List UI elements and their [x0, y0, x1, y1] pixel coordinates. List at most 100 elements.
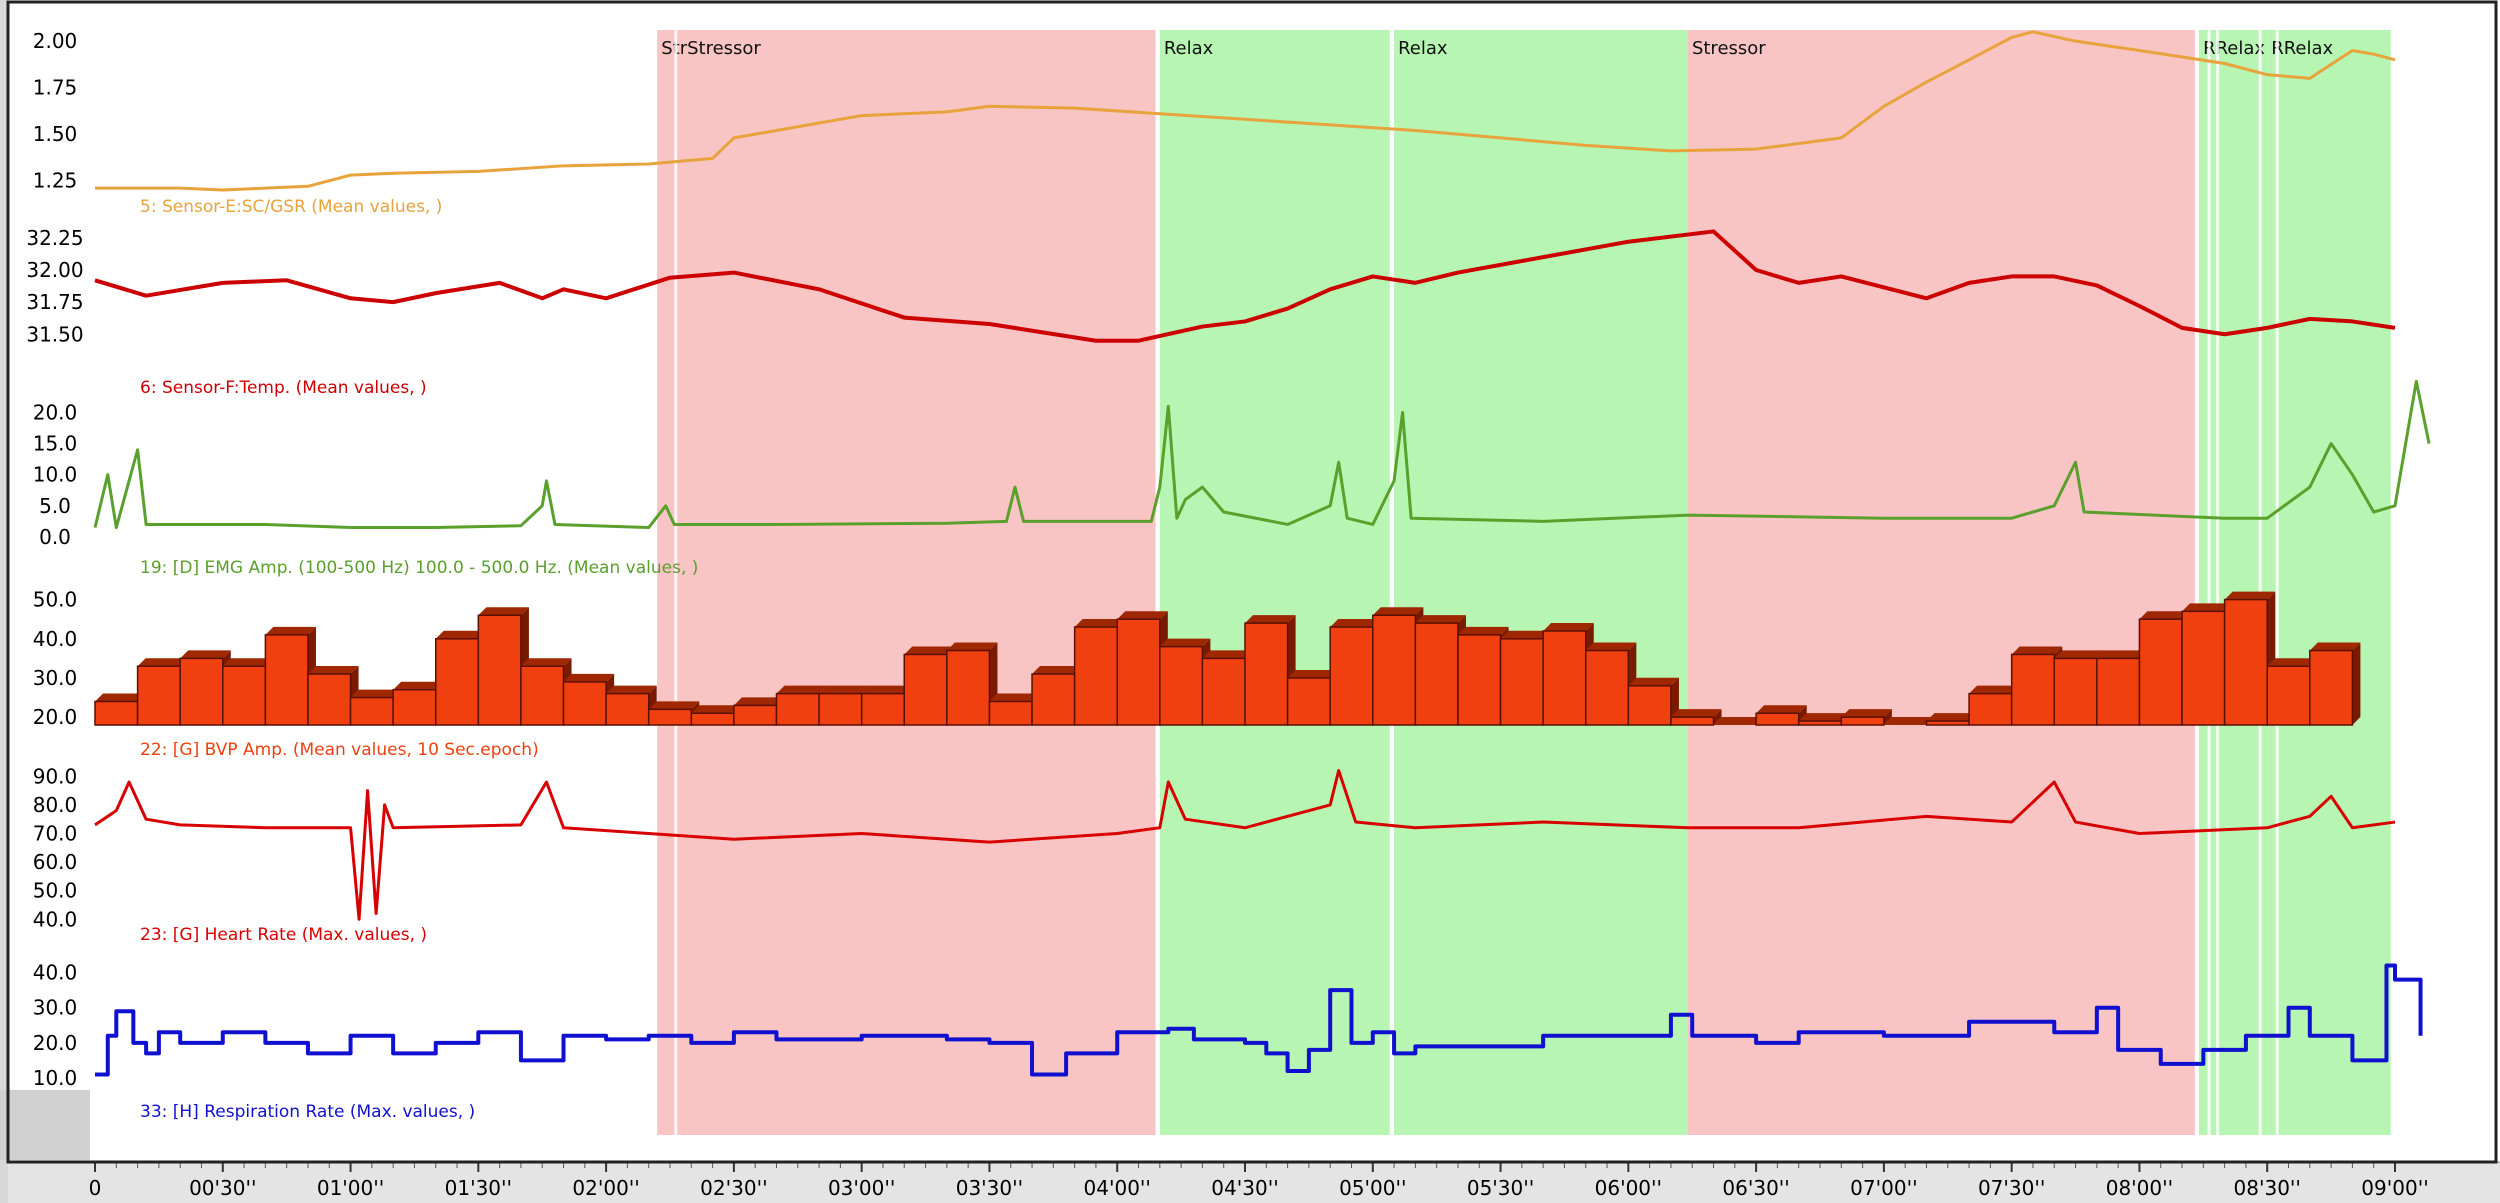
bar-side-41: [1883, 709, 1892, 725]
bar-29: [1329, 626, 1374, 726]
ytick-resp-2: 20.0: [33, 1031, 78, 1055]
bar-top-16: [776, 685, 828, 694]
bar-17: [818, 692, 863, 726]
ytick-temp-1: 32.00: [26, 258, 83, 282]
left-gutter: [0, 0, 8, 1203]
bar-top-9: [478, 607, 529, 616]
segment-label-0: StrStressor: [661, 38, 761, 59]
segment-separator-5: [2275, 30, 2279, 1135]
segment-label-4: RRelax: [2203, 38, 2265, 59]
bar-top-7: [393, 681, 444, 690]
bar-1: [136, 665, 181, 726]
panel-hr: 90.0 80.0 70.0 60.0 50.0 40.0 23: [G] Heart Ra…: [33, 764, 2396, 945]
segment-label-3: Stressor: [1692, 38, 1766, 59]
ytick-emg-4: 0.0: [39, 525, 71, 549]
bar-top-22: [1032, 666, 1083, 675]
x-tick-label-2: 01'00'': [317, 1176, 384, 1200]
bar-32: [1457, 634, 1502, 726]
bar-top-33: [1500, 630, 1552, 639]
bar-top-14: [691, 705, 742, 714]
x-tick-label-16: 08'00'': [2106, 1176, 2173, 1200]
bar-37: [1670, 716, 1715, 726]
x-tick-label-15: 07'30'': [1978, 1176, 2045, 1200]
bar-13: [647, 708, 693, 726]
bar-top-20: [946, 642, 998, 651]
bar-top-52: [2309, 642, 2361, 651]
ytick-emg-2: 10.0: [33, 463, 78, 487]
bar-8: [434, 638, 480, 726]
panel-label-emg: 19: [D] EMG Amp. (100-500 Hz) 100.0 - 50…: [140, 558, 698, 578]
segment-layer: StrStressor Relax Relax Stressor RRelax RRela…: [657, 30, 2391, 1135]
series-line-resp: [95, 963, 2423, 1077]
bar-top-27: [1245, 615, 1296, 624]
segment-label-2: Relax: [1398, 38, 1448, 59]
x-axis-band: [0, 1162, 2500, 1203]
bar-top-29: [1330, 619, 1381, 628]
bar-27: [1244, 622, 1289, 726]
bar-top-51: [2267, 658, 2318, 667]
x-tick-label-0: 0: [89, 1176, 102, 1200]
bar-top-28: [1287, 669, 1339, 678]
x-tick-label-7: 03'30'': [956, 1176, 1023, 1200]
bar-top-50: [2224, 591, 2276, 600]
segment-separator-4: [2258, 30, 2262, 1135]
ytick-hr-3: 60.0: [33, 850, 78, 874]
bar-3: [222, 665, 267, 726]
bar-24: [1116, 618, 1161, 726]
bar-top-31: [1415, 615, 1466, 624]
bar-top-26: [1202, 650, 1253, 659]
bar-5: [307, 673, 352, 726]
ytick-emg-1: 15.0: [33, 432, 78, 456]
bar-35: [1584, 649, 1630, 726]
panel-label-hr: 23: [G] Heart Rate (Max. values, ): [140, 925, 427, 945]
bar-top-34: [1543, 622, 1594, 631]
bar-16: [775, 692, 820, 726]
x-tick-label-11: 05'30'': [1467, 1176, 1534, 1200]
ytick-gsr-1: 1.75: [33, 76, 78, 100]
bar-top-46: [2054, 650, 2105, 659]
left-bottom-block: [0, 1090, 90, 1160]
series-line-temp: [94, 229, 2396, 343]
bar-2: [179, 657, 224, 726]
bar-top-44: [1969, 685, 2020, 694]
panel-gsr: 2.00 1.75 1.50 1.25 5: Sensor-E:SC/GSR (Mean…: [33, 29, 2396, 217]
ytick-bvp-2: 30.0: [33, 666, 78, 690]
bar-top-21: [989, 693, 1041, 702]
ytick-bvp-1: 40.0: [33, 627, 78, 651]
segment-band-1: [1159, 30, 1390, 1135]
bar-18: [860, 692, 906, 726]
x-tick-label-1: 00'30'': [189, 1176, 256, 1200]
bar-top-11: [563, 673, 615, 682]
bar-top-5: [307, 666, 359, 675]
segment-label-1: Relax: [1164, 38, 1214, 59]
bar-top-6: [350, 689, 402, 698]
bar-top-15: [733, 697, 785, 706]
x-tick-label-3: 01'30'': [445, 1176, 512, 1200]
bar-top-37: [1670, 709, 1722, 718]
bar-33: [1499, 638, 1544, 726]
ytick-gsr-3: 1.25: [33, 169, 78, 193]
bar-23: [1073, 626, 1118, 726]
bar-46: [2053, 657, 2098, 726]
bar-top-38: [1713, 717, 1765, 725]
panel-bvp: 50.0 40.0 30.0 20.0 22: [G] BVP Amp. (Mean v…: [33, 588, 2361, 760]
segment-band-3: [1687, 30, 2195, 1135]
bar-36: [1627, 685, 1672, 726]
bar-6: [349, 696, 394, 726]
bar-top-40: [1798, 713, 1850, 722]
bar-top-2: [180, 650, 231, 659]
panel-emg: 20.0 15.0 10.0 5.0 0.0 19: [D] EMG Amp. (100-…: [33, 379, 2431, 578]
bar-top-35: [1585, 642, 1637, 651]
segment-separator-0: [674, 30, 678, 1135]
bar-14: [690, 712, 735, 726]
bar-30: [1372, 614, 1417, 726]
x-tick-label-12: 06'00'': [1595, 1176, 1662, 1200]
ytick-temp-2: 31.75: [26, 290, 83, 314]
x-tick-label-9: 04'30'': [1211, 1176, 1278, 1200]
bar-side-52: [2352, 642, 2361, 725]
ytick-hr-5: 40.0: [33, 907, 78, 931]
x-tick-label-10: 05'00'': [1339, 1176, 1406, 1200]
bar-0: [94, 700, 139, 726]
segment-label-5: RRelax: [2271, 38, 2333, 59]
bar-15: [733, 704, 778, 726]
